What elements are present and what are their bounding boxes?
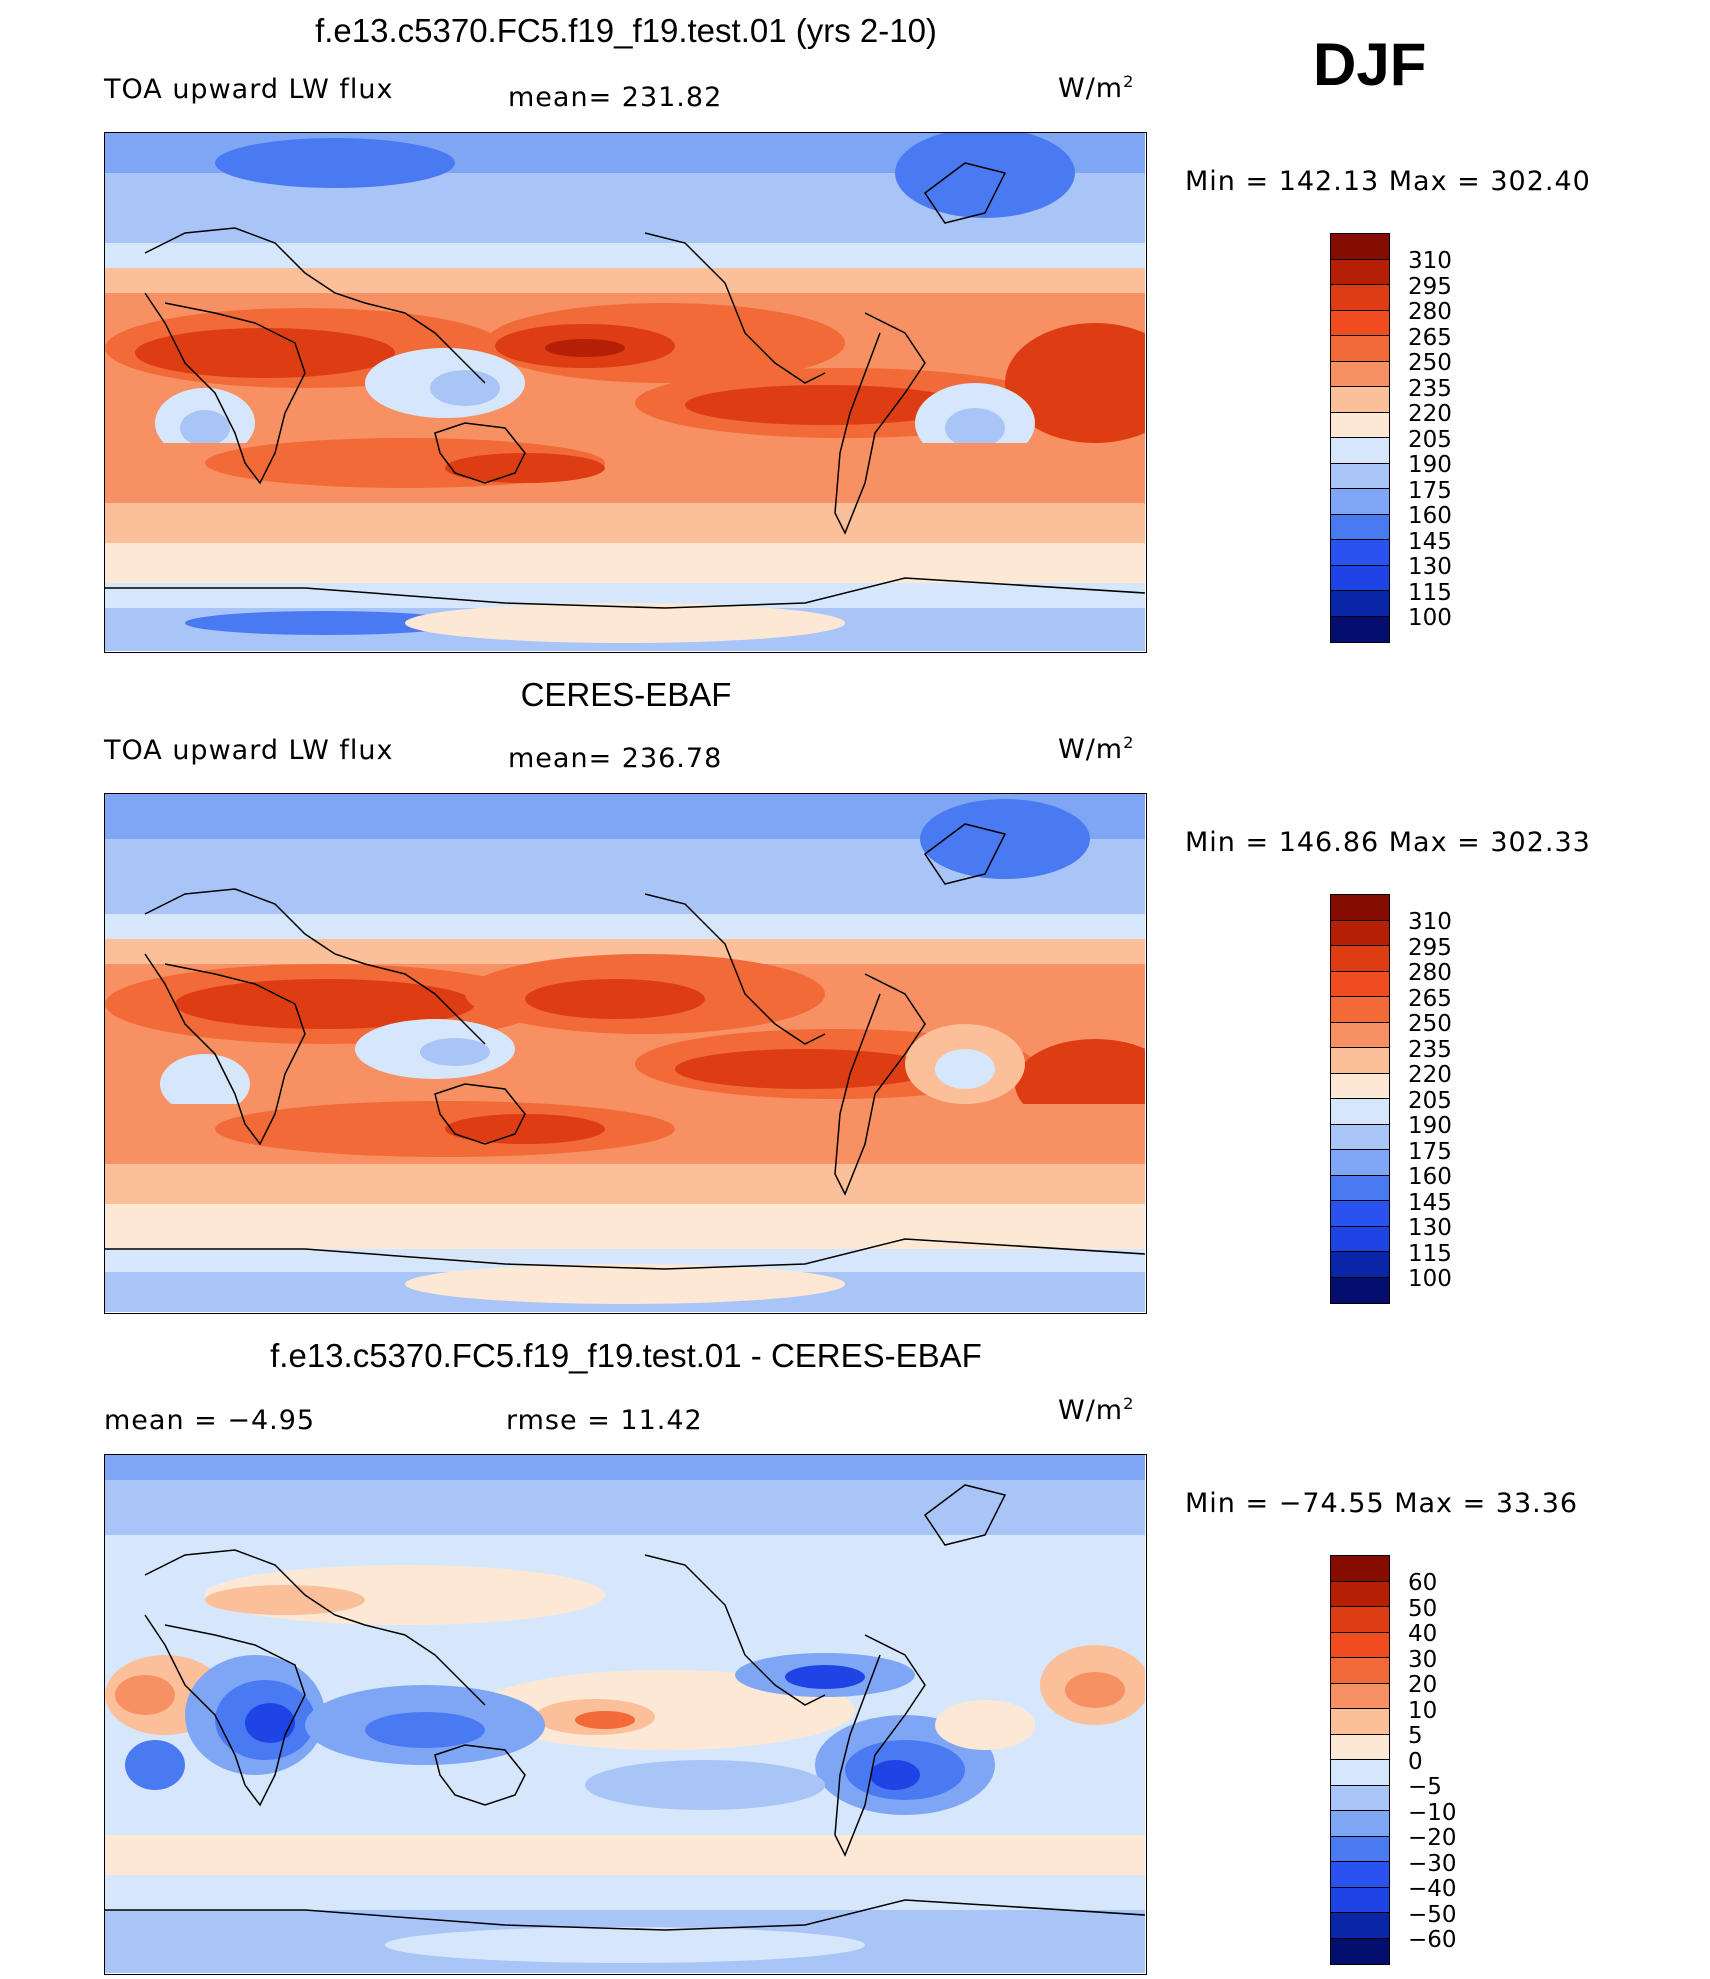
panel-1-title: f.e13.c5370.FC5.f19_f19.test.01 (yrs 2-1… (315, 12, 937, 49)
panel-1-colorbar-tick: 145 (1408, 528, 1452, 555)
panel-3-colorbar-tick: −20 (1408, 1825, 1457, 1851)
panel-1-units-label: W/m2 (1058, 72, 1135, 104)
panel-1-colorbar-tick: 280 (1408, 299, 1452, 325)
panel-3-colorbar-tick: 40 (1408, 1621, 1438, 1647)
panel-3-colorbar-tick: 10 (1408, 1697, 1438, 1724)
panel-2-colorbar-tick: 130 (1408, 1215, 1452, 1241)
panel-1-variable-label: TOA upward LW flux (104, 74, 394, 105)
panel-1-map-contours (105, 133, 1145, 651)
panel-2-colorbar-tick: 250 (1408, 1011, 1452, 1037)
panel-3-title: f.e13.c5370.FC5.f19_f19.test.01 - CERES-… (270, 1337, 982, 1374)
panel-2-colorbar-swatches (1330, 894, 1390, 1304)
panel-1-colorbar-tick: 250 (1408, 350, 1452, 376)
panel-3-colorbar-tick: −40 (1408, 1876, 1457, 1902)
panel-1-colorbar-tick: 310 (1408, 248, 1452, 274)
panel-1-minmax: Min = 142.13 Max = 302.40 (1185, 166, 1591, 197)
panel-3-colorbar-tick: 0 (1408, 1748, 1423, 1775)
panel-1-colorbar-tick: 220 (1408, 401, 1452, 427)
panel-3-colorbar-swatches (1330, 1555, 1390, 1965)
panel-2-colorbar-tick: 160 (1408, 1164, 1452, 1190)
panel-2-colorbar-tick: 220 (1408, 1062, 1452, 1088)
panel-3-colorbar-tick: 20 (1408, 1672, 1438, 1698)
panel-1-colorbar-tick: 205 (1408, 426, 1452, 453)
panel-3-colorbar-tick: −50 (1408, 1901, 1457, 1928)
panel-2-colorbar-tick: 115 (1408, 1240, 1452, 1267)
panel-1-colorbar-swatches (1330, 233, 1390, 643)
panel-1-colorbar-tick: 130 (1408, 554, 1452, 580)
panel-2-units-label: W/m2 (1058, 733, 1135, 765)
panel-1-colorbar-tick: 190 (1408, 452, 1452, 478)
panel-1-colorbar-tick: 175 (1408, 477, 1452, 504)
panel-2-colorbar-tick: 190 (1408, 1113, 1452, 1139)
panel-1-colorbar-tick: 115 (1408, 579, 1452, 606)
panel-2-variable-label: TOA upward LW flux (104, 735, 394, 766)
panel-3-rmse-label: rmse = 11.42 (506, 1405, 703, 1436)
panel-3-colorbar-tick: −5 (1408, 1774, 1442, 1800)
panel-3-colorbar-tick: −60 (1408, 1927, 1457, 1953)
panel-2-colorbar-tick: 310 (1408, 909, 1452, 935)
panel-2-colorbar-tick: 205 (1408, 1087, 1452, 1114)
panel-2-colorbar-tick: 145 (1408, 1189, 1452, 1216)
panel-1-colorbar-tick: 235 (1408, 375, 1452, 402)
panel-2-colorbar-tick: 265 (1408, 985, 1452, 1012)
panel-2-colorbar-tick: 100 (1408, 1266, 1452, 1292)
panel-3-units-label: W/m2 (1058, 1394, 1135, 1426)
panel-2-map-contours (105, 794, 1145, 1312)
panel-2-map (104, 793, 1147, 1314)
panel-3-colorbar-tick: −30 (1408, 1850, 1457, 1877)
panel-2-colorbar-tick: 295 (1408, 934, 1452, 961)
panel-1-colorbar-tick: 160 (1408, 503, 1452, 529)
panel-2-colorbar-tick: 235 (1408, 1036, 1452, 1063)
panel-3-map (104, 1454, 1147, 1975)
panel-1-colorbar-tick: 265 (1408, 324, 1452, 351)
panel-2-colorbar-tick: 175 (1408, 1138, 1452, 1165)
panel-3-colorbar-tick: 60 (1408, 1570, 1438, 1596)
panel-3-colorbar-tick: −10 (1408, 1799, 1457, 1826)
panel-2-title: CERES-EBAF (520, 676, 732, 713)
season-label: DJF (1313, 31, 1427, 98)
panel-1-colorbar-tick: 295 (1408, 273, 1452, 300)
panel-3-mean-label: mean = −4.95 (104, 1405, 316, 1436)
panel-2-mean-label: mean= 236.78 (508, 743, 723, 774)
panel-3-colorbar-tick: 5 (1408, 1723, 1423, 1749)
panel-3-colorbar-tick: 50 (1408, 1595, 1438, 1622)
panel-1-colorbar-tick: 100 (1408, 605, 1452, 631)
panel-2-minmax: Min = 146.86 Max = 302.33 (1185, 827, 1591, 858)
panel-1-map (104, 132, 1147, 653)
panel-3-map-contours (105, 1455, 1145, 1973)
panel-2-colorbar-tick: 280 (1408, 960, 1452, 986)
panel-1-mean-label: mean= 231.82 (508, 82, 723, 113)
panel-3-colorbar-tick: 30 (1408, 1646, 1438, 1673)
panel-3-minmax: Min = −74.55 Max = 33.36 (1185, 1488, 1579, 1519)
